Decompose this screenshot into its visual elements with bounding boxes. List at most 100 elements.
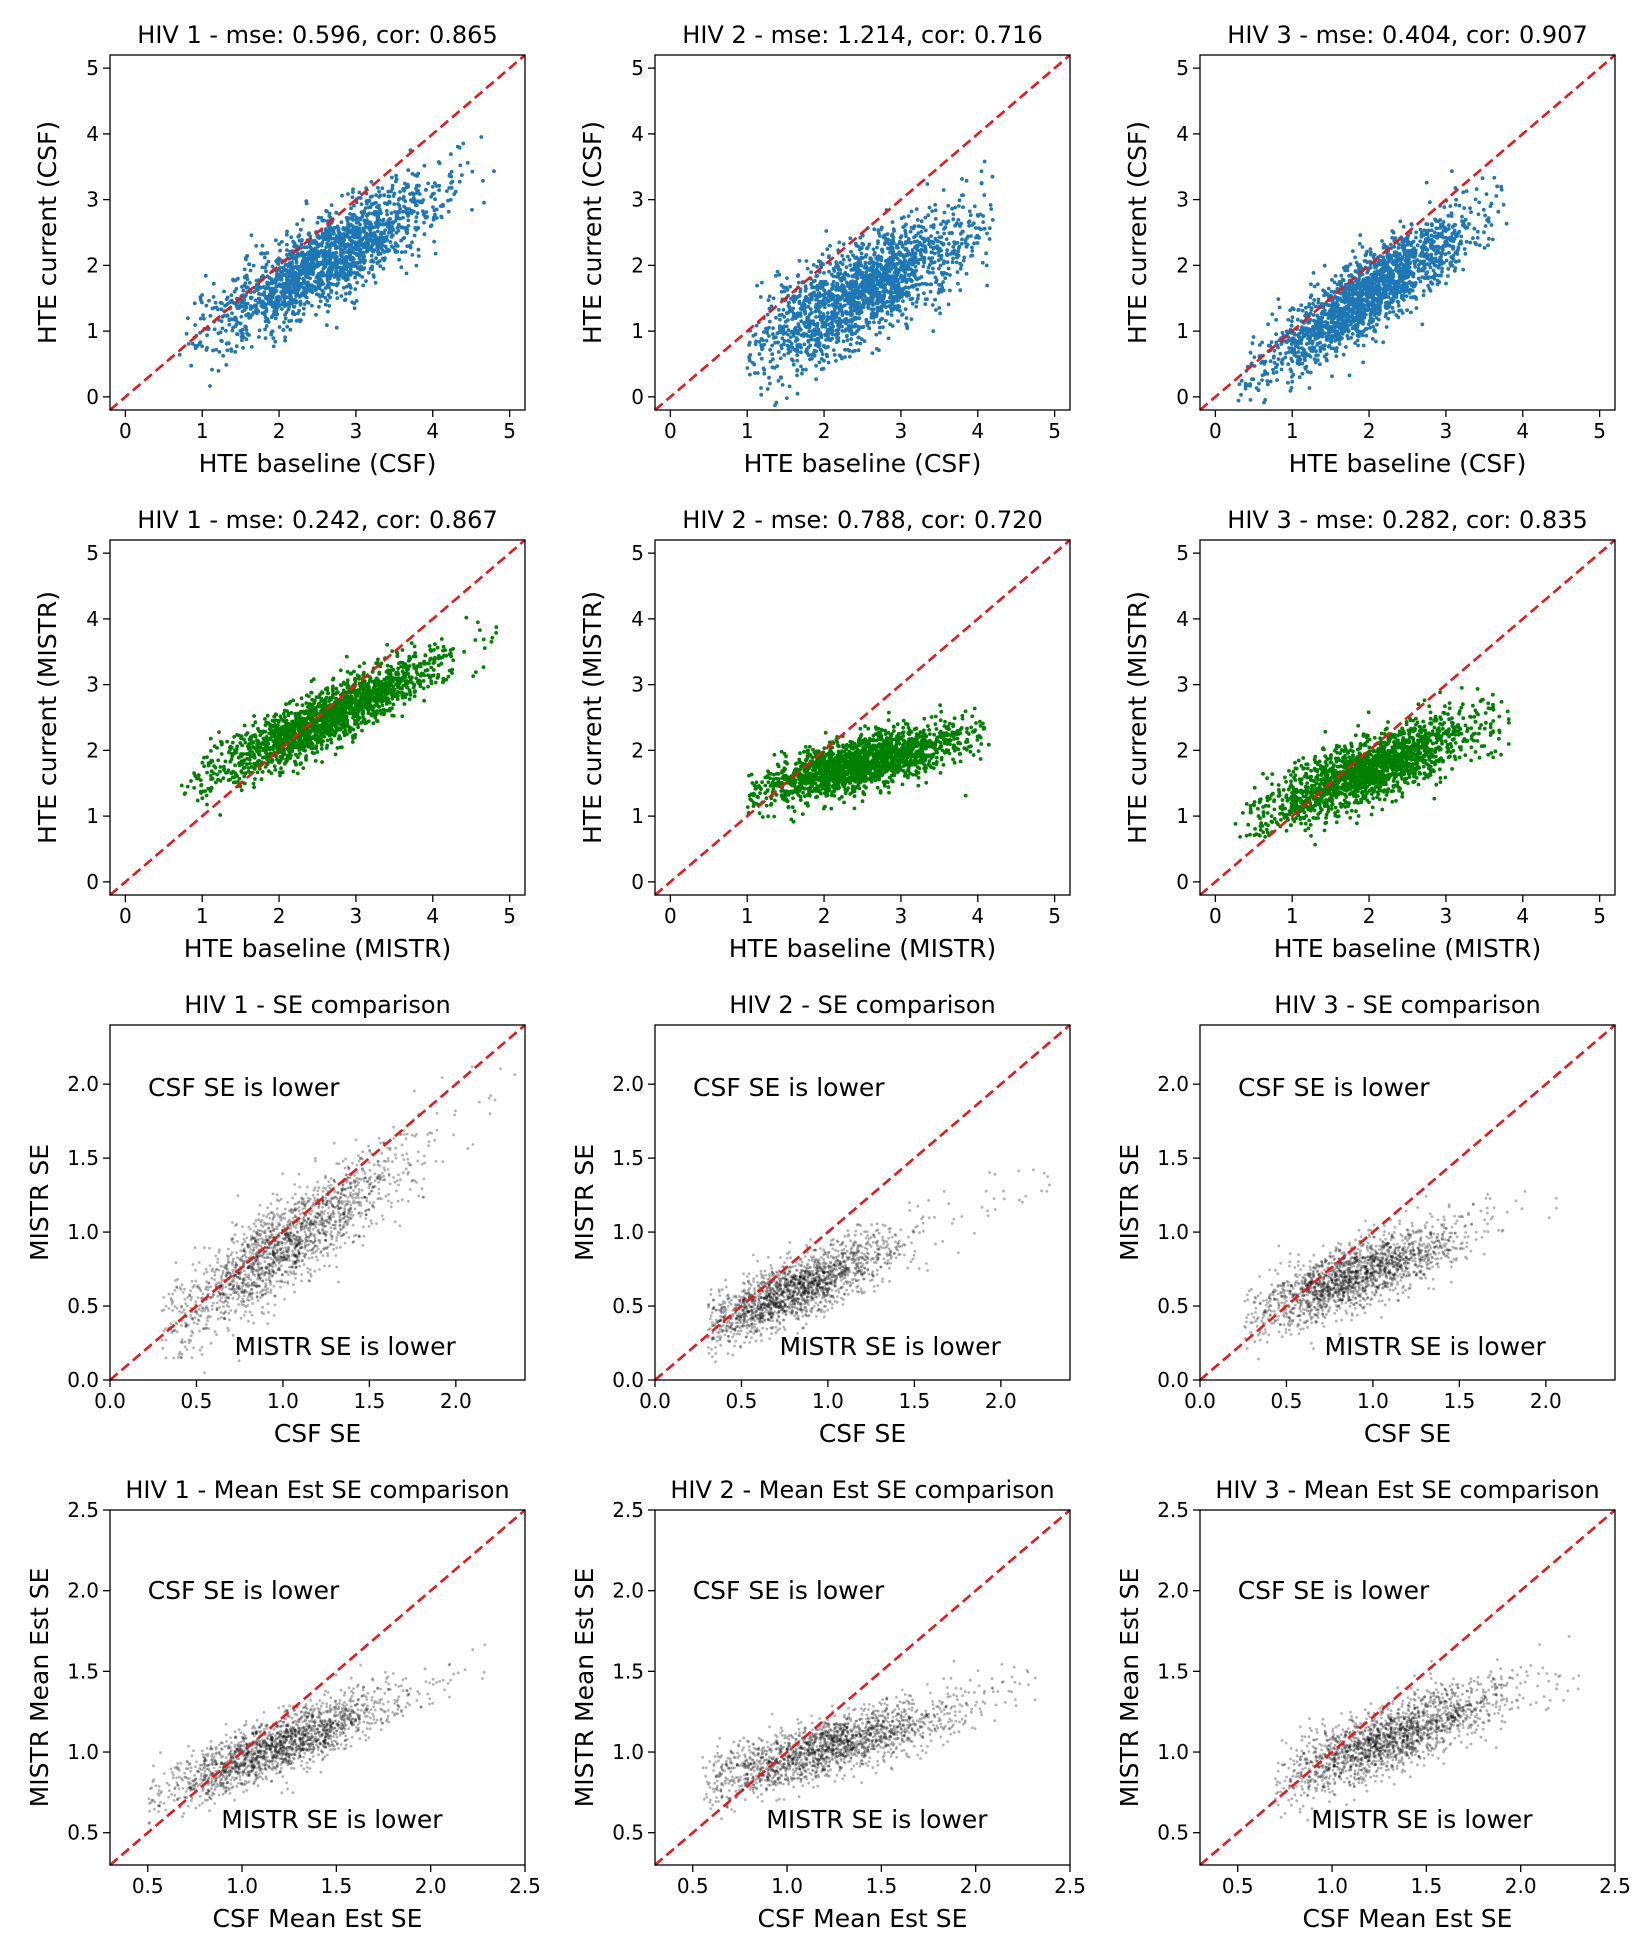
scatter-point xyxy=(909,209,914,214)
scatter-point xyxy=(772,366,777,370)
scatter-point xyxy=(928,282,933,287)
scatter-point xyxy=(985,283,989,288)
scatter-point xyxy=(317,286,322,291)
scatter-point xyxy=(1424,180,1429,185)
scatter-point xyxy=(895,288,900,293)
scatter-point xyxy=(876,258,880,262)
scatter-point xyxy=(403,250,408,254)
scatter-point xyxy=(930,209,934,214)
scatter-point xyxy=(1424,222,1429,226)
scatter-point xyxy=(770,332,775,336)
scatter-point xyxy=(389,244,394,249)
scatter-point xyxy=(269,278,274,283)
scatter-point xyxy=(1504,221,1509,226)
scatter-point xyxy=(895,245,899,250)
scatter-point xyxy=(867,261,872,266)
scatter-point xyxy=(835,319,840,324)
scatter-point xyxy=(254,244,259,248)
scatter-point xyxy=(437,188,441,193)
scatter-point xyxy=(867,281,872,286)
scatter-point xyxy=(357,248,362,253)
scatter-point xyxy=(1428,200,1432,205)
scatter-point xyxy=(765,312,770,317)
scatter-point xyxy=(762,371,767,376)
scatter-point xyxy=(1271,371,1276,375)
scatter-point xyxy=(832,311,837,315)
scatter-point xyxy=(190,341,195,346)
scatter-point xyxy=(208,314,213,318)
scatter-point xyxy=(362,254,366,259)
scatter-point xyxy=(274,238,278,243)
scatter-point xyxy=(360,275,365,279)
scatter-point xyxy=(1496,209,1501,214)
scatter-point xyxy=(308,289,313,293)
x-tick-label: 2 xyxy=(818,419,831,443)
scatter-point xyxy=(1398,219,1403,224)
scatter-point xyxy=(902,224,907,229)
scatter-point xyxy=(1357,241,1362,246)
scatter-point xyxy=(815,283,820,288)
scatter-point xyxy=(371,275,376,279)
scatter-point xyxy=(781,307,786,312)
scatter-point xyxy=(1419,234,1424,239)
scatter-point xyxy=(879,263,883,268)
scatter-point xyxy=(400,225,405,230)
scatter-point xyxy=(390,186,395,191)
scatter-point xyxy=(360,250,365,255)
scatter-point xyxy=(819,334,823,339)
scatter-point xyxy=(880,308,884,313)
scatter-point xyxy=(879,255,884,260)
scatter-point xyxy=(366,270,371,275)
scatter-point xyxy=(306,251,310,255)
scatter-point xyxy=(470,169,475,174)
scatter-point xyxy=(1486,243,1490,248)
scatter-point xyxy=(906,240,911,245)
scatter-point xyxy=(1307,302,1312,306)
scatter-point xyxy=(932,245,937,250)
scatter-point xyxy=(890,286,894,290)
scatter-point xyxy=(1407,249,1412,253)
scatter-point xyxy=(957,198,962,203)
scatter-point xyxy=(288,249,293,254)
scatter-point xyxy=(916,258,920,263)
scatter-point xyxy=(284,295,288,300)
scatter-point xyxy=(979,181,984,186)
scatter-point xyxy=(254,282,259,287)
scatter-point xyxy=(923,302,928,306)
scatter-point xyxy=(275,312,279,317)
scatter-point xyxy=(301,306,306,311)
scatter-point xyxy=(767,294,772,299)
scatter-point xyxy=(366,241,371,246)
scatter-point xyxy=(945,260,950,265)
scatter-point xyxy=(958,266,963,271)
scatter-point xyxy=(797,258,802,263)
scatter-point xyxy=(402,188,406,193)
scatter-point xyxy=(978,227,983,232)
scatter-point xyxy=(288,273,293,277)
scatter-point xyxy=(331,236,336,241)
scatter-point xyxy=(954,260,959,265)
scatter-point xyxy=(840,253,845,258)
scatter-point xyxy=(803,288,808,293)
scatter-point xyxy=(365,249,370,254)
scatter-point xyxy=(851,292,855,296)
scatter-point xyxy=(373,236,378,241)
scatter-point xyxy=(807,324,812,328)
scatter-point xyxy=(875,261,879,266)
scatter-point xyxy=(328,295,332,300)
scatter-point xyxy=(1390,261,1395,265)
y-tick-label: 0 xyxy=(631,385,644,409)
scatter-point xyxy=(259,292,264,297)
scatter-point xyxy=(295,222,299,227)
scatter-point xyxy=(818,281,822,286)
scatter-point xyxy=(336,277,340,282)
scatter-point xyxy=(826,344,830,349)
scatter-point xyxy=(298,227,303,232)
scatter-point xyxy=(327,249,332,254)
scatter-point xyxy=(1297,332,1301,336)
scatter-point xyxy=(914,304,919,309)
scatter-point xyxy=(280,285,285,289)
scatter-point xyxy=(882,289,887,294)
scatter-point xyxy=(820,317,825,322)
